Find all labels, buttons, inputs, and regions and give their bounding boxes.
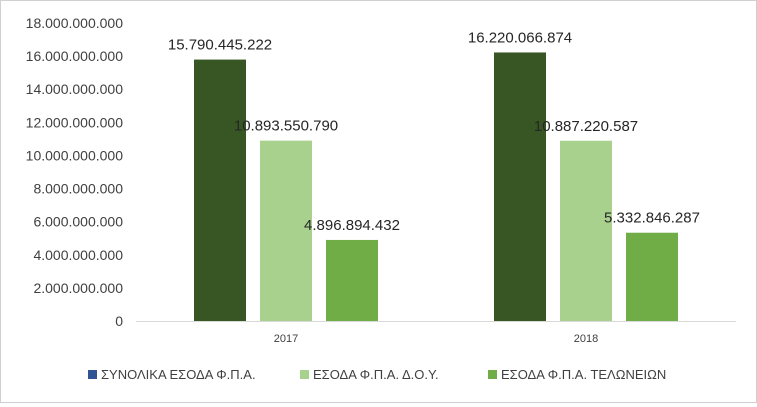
y-tick-label: 8.000.000.000	[33, 181, 123, 197]
data-label: 4.896.894.432	[304, 217, 400, 234]
data-label: 15.790.445.222	[168, 37, 272, 54]
bar-2018-series-2	[560, 140, 612, 321]
data-label: 16.220.066.874	[468, 29, 572, 46]
bar-2017-series-2	[260, 140, 312, 321]
x-tick-label: 2017	[274, 333, 298, 345]
data-labels: 15.790.445.222 10.893.550.790 4.896.894.43…	[168, 29, 700, 233]
legend-label: ΕΣΟΔΑ Φ.Π.Α. Δ.Ο.Υ.	[313, 367, 439, 382]
bar-2018-series-3	[626, 232, 678, 321]
y-tick-label: 16.000.000.000	[26, 48, 124, 64]
y-axis: 0 2.000.000.000 4.000.000.000 6.000.000.000…	[26, 15, 124, 329]
bar-2018-series-1	[494, 52, 546, 322]
y-tick-label: 10.000.000.000	[26, 147, 124, 163]
y-tick-label: 6.000.000.000	[33, 214, 123, 230]
data-label: 10.887.220.587	[534, 118, 638, 135]
y-tick-label: 2.000.000.000	[33, 280, 123, 296]
legend-label: ΣΥΝΟΛΙΚΑ ΕΣΟΔΑ Φ.Π.Α.	[101, 367, 256, 382]
legend-swatch	[488, 370, 497, 379]
legend-label: ΕΣΟΔΑ Φ.Π.Α. ΤΕΛΩΝΕΙΩΝ	[501, 367, 666, 382]
x-tick-label: 2018	[574, 333, 598, 345]
legend-swatch	[88, 370, 97, 379]
data-label: 5.332.846.287	[604, 210, 700, 227]
y-tick-label: 0	[115, 313, 123, 329]
bars	[194, 52, 678, 322]
bar-2017-series-3	[326, 239, 378, 321]
y-tick-label: 12.000.000.000	[26, 114, 124, 130]
y-tick-label: 14.000.000.000	[26, 81, 124, 97]
y-tick-label: 4.000.000.000	[33, 247, 123, 263]
bar-2017-series-1	[194, 59, 246, 321]
legend: ΣΥΝΟΛΙΚΑ ΕΣΟΔΑ Φ.Π.Α. ΕΣΟΔΑ Φ.Π.Α. Δ.Ο.Υ.…	[88, 367, 666, 382]
y-tick-label: 18.000.000.000	[26, 15, 124, 31]
legend-swatch	[300, 370, 309, 379]
data-label: 10.893.550.790	[234, 118, 338, 135]
x-axis: 2017 2018	[136, 321, 736, 345]
